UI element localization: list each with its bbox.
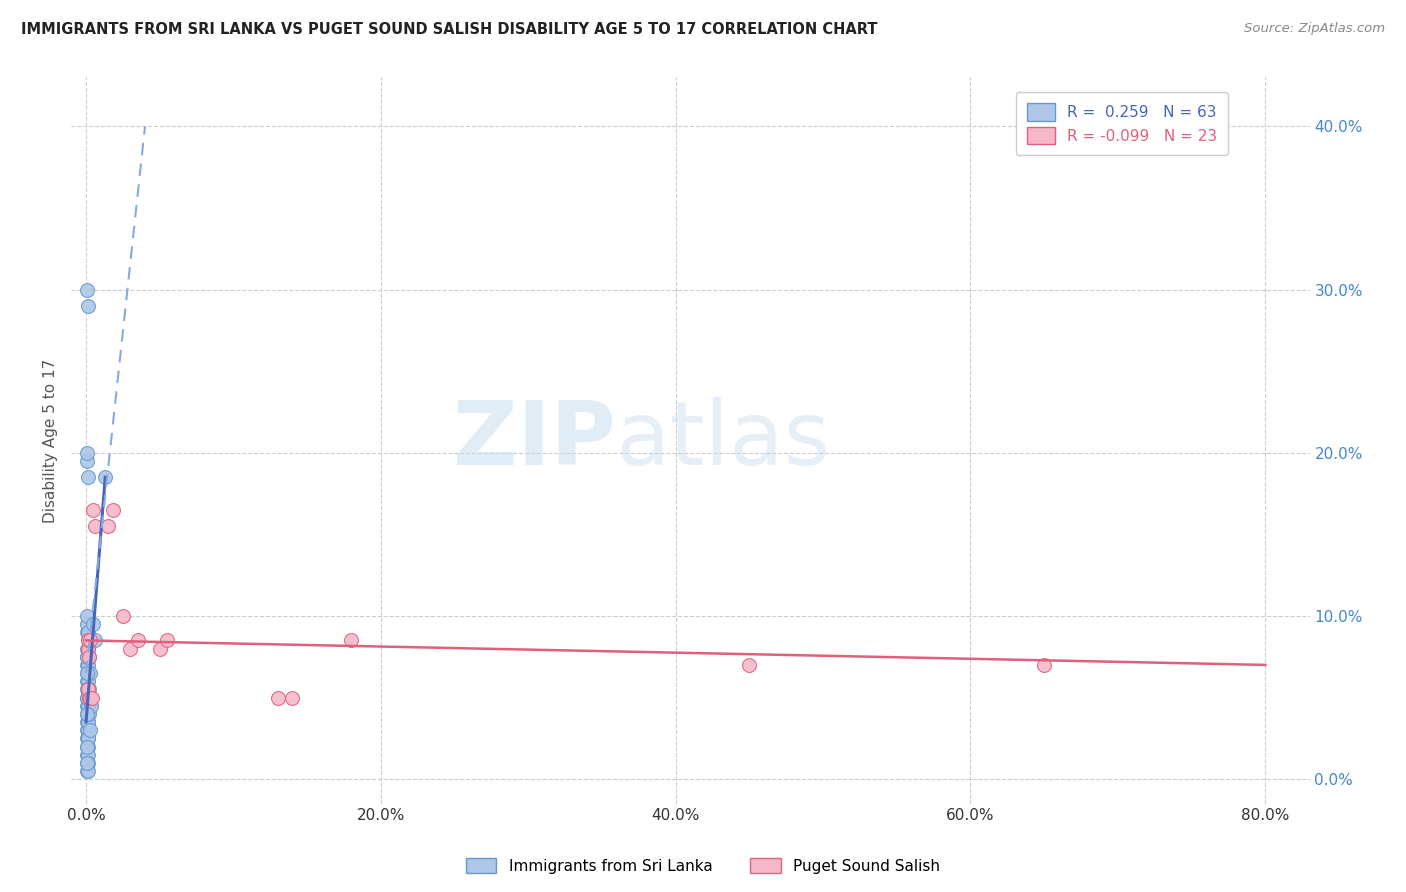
Point — [79, 633, 101, 648]
Point — [340, 633, 363, 648]
Point — [76, 454, 98, 468]
Point — [76, 756, 98, 770]
Point — [76, 731, 98, 746]
Point — [111, 609, 134, 624]
Point — [101, 503, 124, 517]
Point — [76, 641, 98, 656]
Point — [76, 706, 98, 721]
Text: IMMIGRANTS FROM SRI LANKA VS PUGET SOUND SALISH DISABILITY AGE 5 TO 17 CORRELATI: IMMIGRANTS FROM SRI LANKA VS PUGET SOUND… — [21, 22, 877, 37]
Point — [76, 764, 98, 778]
Text: ZIP: ZIP — [453, 397, 616, 484]
Point — [76, 739, 98, 754]
Point — [127, 633, 149, 648]
Point — [76, 649, 98, 664]
Point — [76, 617, 98, 632]
Point — [76, 747, 98, 762]
Point — [156, 633, 179, 648]
Point — [76, 747, 98, 762]
Point — [76, 731, 98, 746]
Legend: R =  0.259   N = 63, R = -0.099   N = 23: R = 0.259 N = 63, R = -0.099 N = 23 — [1017, 93, 1227, 155]
Point — [79, 723, 101, 738]
Point — [76, 682, 98, 697]
Point — [76, 698, 98, 713]
Y-axis label: Disability Age 5 to 17: Disability Age 5 to 17 — [44, 359, 58, 523]
Point — [77, 649, 100, 664]
Point — [77, 666, 100, 681]
Point — [77, 714, 100, 729]
Point — [76, 299, 98, 313]
Point — [76, 706, 98, 721]
Point — [79, 666, 101, 681]
Point — [76, 470, 98, 484]
Point — [77, 706, 100, 721]
Point — [76, 682, 98, 697]
Point — [76, 723, 98, 738]
Point — [738, 657, 761, 672]
Point — [76, 446, 98, 460]
Point — [80, 690, 103, 705]
Point — [76, 690, 98, 705]
Point — [149, 641, 172, 656]
Point — [82, 617, 104, 632]
Point — [77, 690, 100, 705]
Point — [80, 698, 103, 713]
Text: atlas: atlas — [616, 397, 831, 484]
Point — [77, 682, 100, 697]
Point — [82, 503, 104, 517]
Legend: Immigrants from Sri Lanka, Puget Sound Salish: Immigrants from Sri Lanka, Puget Sound S… — [460, 852, 946, 880]
Point — [77, 682, 100, 697]
Point — [77, 633, 100, 648]
Point — [76, 641, 98, 656]
Point — [76, 739, 98, 754]
Point — [76, 723, 98, 738]
Point — [77, 682, 100, 697]
Point — [120, 641, 142, 656]
Point — [76, 698, 98, 713]
Point — [77, 698, 100, 713]
Point — [76, 756, 98, 770]
Point — [76, 649, 98, 664]
Point — [76, 682, 98, 697]
Point — [76, 714, 98, 729]
Point — [76, 674, 98, 689]
Point — [83, 519, 105, 533]
Point — [76, 739, 98, 754]
Point — [97, 519, 120, 533]
Point — [76, 666, 98, 681]
Point — [76, 283, 98, 297]
Point — [76, 690, 98, 705]
Point — [79, 690, 101, 705]
Point — [76, 690, 98, 705]
Point — [76, 609, 98, 624]
Point — [76, 657, 98, 672]
Point — [76, 625, 98, 640]
Point — [79, 690, 101, 705]
Point — [1033, 657, 1056, 672]
Point — [76, 666, 98, 681]
Point — [76, 641, 98, 656]
Point — [281, 690, 304, 705]
Point — [76, 764, 98, 778]
Point — [266, 690, 288, 705]
Point — [76, 633, 98, 648]
Point — [76, 706, 98, 721]
Point — [77, 649, 100, 664]
Point — [76, 657, 98, 672]
Point — [76, 756, 98, 770]
Point — [76, 666, 98, 681]
Point — [76, 649, 98, 664]
Point — [76, 714, 98, 729]
Point — [76, 625, 98, 640]
Point — [76, 674, 98, 689]
Point — [77, 731, 100, 746]
Point — [94, 470, 117, 484]
Text: Source: ZipAtlas.com: Source: ZipAtlas.com — [1244, 22, 1385, 36]
Point — [83, 633, 105, 648]
